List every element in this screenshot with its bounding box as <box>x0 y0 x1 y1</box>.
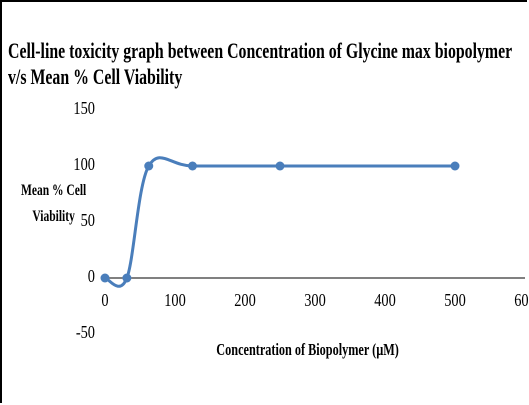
series-line <box>104 156 455 288</box>
data-point <box>450 161 460 171</box>
x-tick-label: 600 <box>514 290 529 311</box>
data-point <box>100 273 110 283</box>
x-tick-label: 0 <box>101 290 108 311</box>
y-axis-label: Mean % Cell Viability <box>20 182 87 225</box>
chart-title: Cell-line toxicity graph between Concent… <box>8 38 512 89</box>
x-tick-label: 200 <box>234 290 256 311</box>
x-tick-label: 500 <box>444 290 466 311</box>
data-point <box>188 161 197 171</box>
x-tick-label: 100 <box>164 290 186 311</box>
data-point <box>144 161 154 171</box>
x-axis-label: Concentration of Biopolymer (µM) <box>216 340 399 359</box>
x-tick-label: 300 <box>304 290 326 311</box>
data-point <box>122 273 132 283</box>
y-tick-label: 150 <box>73 98 95 119</box>
y-tick-label: 50 <box>81 210 95 231</box>
y-tick-label: 0 <box>88 266 95 287</box>
data-point <box>275 161 285 171</box>
y-tick-label: 100 <box>73 154 95 175</box>
x-tick-label: 400 <box>374 290 396 311</box>
y-tick-label: -50 <box>76 322 95 343</box>
